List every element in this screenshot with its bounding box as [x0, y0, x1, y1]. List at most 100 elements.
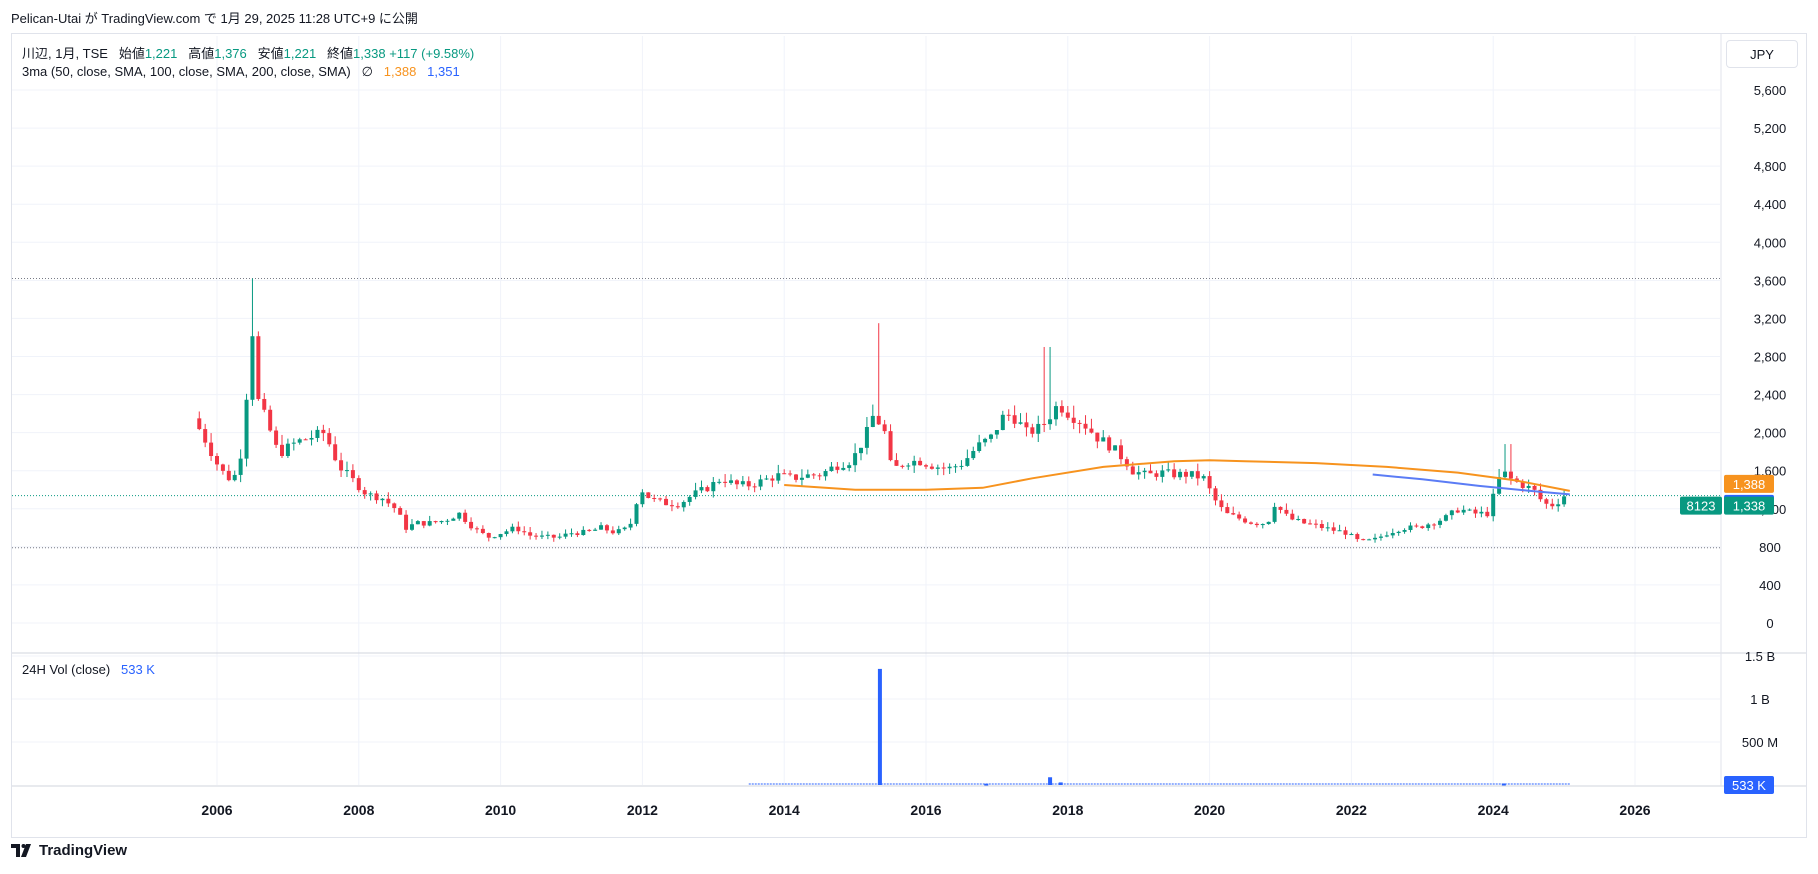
- volume-bar: [1501, 783, 1506, 786]
- candle-body: [788, 473, 793, 475]
- candle-body: [215, 456, 219, 465]
- candle-body: [1243, 518, 1248, 523]
- candle-body: [492, 537, 497, 539]
- candle-body: [350, 470, 355, 479]
- candle-body: [894, 460, 899, 466]
- candle-body: [918, 460, 923, 466]
- candle-body: [965, 458, 970, 466]
- ma-legend[interactable]: 3ma (50, close, SMA, 100, close, SMA, 20…: [22, 64, 460, 80]
- candle-body: [539, 535, 544, 537]
- candle-body: [232, 474, 237, 481]
- candle-body: [817, 475, 822, 477]
- candle-body: [303, 439, 308, 441]
- ma-label: 3ma (50, close, SMA, 100, close, SMA, 20…: [22, 64, 351, 79]
- candle-body: [805, 474, 810, 478]
- candle-body: [1367, 539, 1372, 541]
- candle-body: [1107, 437, 1112, 451]
- candle-body: [1319, 523, 1324, 529]
- candle-body: [1113, 445, 1118, 451]
- candle-body: [593, 529, 598, 531]
- candle-body: [906, 465, 911, 467]
- footer-brand[interactable]: TradingView: [11, 842, 127, 859]
- x-tick-label: 2020: [1194, 802, 1225, 818]
- x-tick-label: 2016: [910, 802, 941, 818]
- candle-body: [829, 466, 834, 472]
- candle-body: [291, 442, 296, 444]
- candle-body: [1053, 406, 1058, 420]
- close-label: 終値: [327, 46, 354, 61]
- candle-body: [362, 490, 367, 495]
- last-price-badge: 1,338: [1733, 499, 1766, 514]
- candle-body: [244, 399, 249, 459]
- vol-tick-label: 500 M: [1742, 735, 1778, 750]
- currency-selector[interactable]: JPY: [1726, 40, 1798, 68]
- candle-body: [1124, 459, 1129, 467]
- candle-body: [924, 465, 928, 467]
- candle-body: [681, 501, 686, 508]
- candle-body: [646, 492, 651, 499]
- low-value: 1,221: [283, 46, 317, 61]
- publish-info: Pelican-Utai が TradingView.com で 1月 29, …: [11, 11, 418, 26]
- ma1-badge: 1,388: [1733, 477, 1766, 492]
- candle-body: [1207, 476, 1212, 489]
- candle-body: [528, 532, 533, 536]
- candle-body: [1260, 524, 1265, 526]
- candle-body: [794, 474, 799, 480]
- candle-body: [823, 471, 828, 477]
- candle-body: [1544, 499, 1549, 504]
- candle-body: [1390, 533, 1395, 536]
- y-tick-label: 0: [1766, 616, 1773, 631]
- candle-body: [664, 498, 669, 506]
- y-tick-label: 2,800: [1754, 350, 1787, 365]
- candle-body: [1467, 509, 1472, 511]
- x-tick-label: 2008: [343, 802, 374, 818]
- high-label: 高値: [188, 46, 215, 61]
- candle-body: [451, 518, 456, 521]
- candle-body: [569, 533, 574, 535]
- candle-body: [935, 467, 940, 469]
- candle-body: [599, 525, 604, 530]
- volume-legend[interactable]: 24H Vol (close) 533 K: [22, 662, 155, 677]
- candle-body: [971, 451, 976, 459]
- candle-body: [859, 447, 864, 454]
- volume-label: 24H Vol (close): [22, 662, 111, 677]
- candle-body: [1000, 414, 1005, 431]
- candles: [197, 278, 1567, 543]
- candle-body: [640, 492, 645, 505]
- y-tick-label: 400: [1759, 578, 1781, 593]
- candle-body: [1296, 518, 1301, 520]
- x-tick-label: 2022: [1336, 802, 1367, 818]
- candle-body: [268, 409, 273, 431]
- symbol-label[interactable]: 川辺, 1月, TSE: [22, 46, 108, 61]
- change-value: +117 (+9.58%): [389, 46, 475, 61]
- candle-body: [1556, 504, 1561, 507]
- volume-badge-bg: [1724, 776, 1774, 794]
- candle-body: [1420, 526, 1425, 529]
- candle-body: [669, 505, 674, 507]
- candle-body: [563, 533, 568, 537]
- candle-body: [1526, 485, 1531, 488]
- candle-body: [1065, 412, 1070, 418]
- candle-body: [1396, 531, 1401, 534]
- volume-bars: [748, 668, 1570, 786]
- candle-body: [841, 467, 846, 470]
- candle-body: [1254, 523, 1259, 526]
- candle-body: [1414, 525, 1419, 527]
- candle-body: [1479, 511, 1484, 514]
- chart-frame[interactable]: [11, 33, 1807, 838]
- candle-body: [1201, 476, 1206, 479]
- candle-body: [1172, 469, 1177, 478]
- candle-body: [1562, 496, 1567, 505]
- candle-body: [1325, 527, 1330, 529]
- candle-body: [427, 521, 432, 526]
- candle-body: [1130, 466, 1135, 475]
- candle-body: [1408, 525, 1413, 530]
- candle-body: [380, 498, 385, 501]
- candle-body: [262, 398, 267, 410]
- candle-body: [226, 470, 231, 481]
- candle-body: [782, 473, 787, 475]
- candle-body: [333, 444, 338, 461]
- candle-body: [723, 481, 728, 483]
- candle-body: [415, 521, 420, 525]
